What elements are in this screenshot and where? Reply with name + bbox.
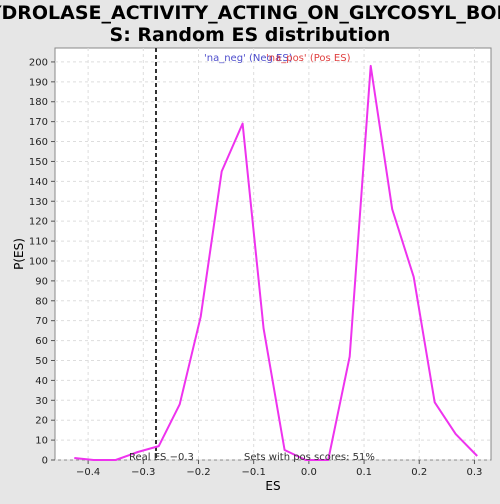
y-tick-label: 170 [29,117,48,128]
y-tick-label: 150 [29,157,48,168]
y-tick-label: 140 [29,177,48,188]
y-tick-label: 110 [29,237,48,248]
plot-area [54,47,492,461]
legend-entry-pos: 'na_pos' (Pos ES) [266,53,351,64]
y-axis-label: P(ES) [12,238,26,270]
x-tick-label: 0.2 [411,467,427,478]
y-tick-label: 200 [29,57,48,68]
y-tick-label: 190 [29,77,48,88]
x-tick-label: −0.2 [186,467,210,478]
real-es-label: Real ES −0.3 [129,452,194,463]
legend-entry-neg: 'na_neg' (Neg ES) [204,53,293,64]
y-tick-label: 20 [35,416,48,427]
y-tick-label: 80 [35,296,48,307]
x-tick-label: 0.3 [466,467,482,478]
y-tick-label: 180 [29,97,48,108]
y-tick-label: 70 [35,316,48,327]
y-tick-label: 160 [29,137,48,148]
x-tick-label: −0.3 [131,467,155,478]
x-tick-label: 0.0 [301,467,317,478]
grid-layer [55,48,491,461]
y-tick-label: 60 [35,336,48,347]
x-axis-label: ES [265,479,280,493]
y-tick-label: 40 [35,376,48,387]
x-tick-label: 0.1 [356,467,372,478]
axis-layer: 0 10 20 30 40 50 60 70 80 90 100 110 120 130 140 150 160… [29,57,482,478]
y-tick-label: 30 [35,396,48,407]
es-distribution-line [74,64,478,461]
chart-title-line-1: HYDROLASE_ACTIVITY_ACTING_ON_GLYCOSYL_BO… [0,2,500,24]
x-tick-label: −0.4 [76,467,100,478]
x-tick-label: −0.1 [242,467,266,478]
chart-title-line-2: S: Random ES distribution [110,24,391,46]
y-tick-label: 100 [29,256,48,267]
series-layer [74,64,478,461]
y-tick-label: 0 [42,456,48,467]
y-tick-label: 130 [29,197,48,208]
y-tick-label: 90 [35,276,48,287]
y-tick-label: 10 [35,436,48,447]
y-tick-label: 120 [29,217,48,228]
pos-scores-label: Sets with pos scores: 51% [244,452,375,463]
y-tick-label: 50 [35,356,48,367]
